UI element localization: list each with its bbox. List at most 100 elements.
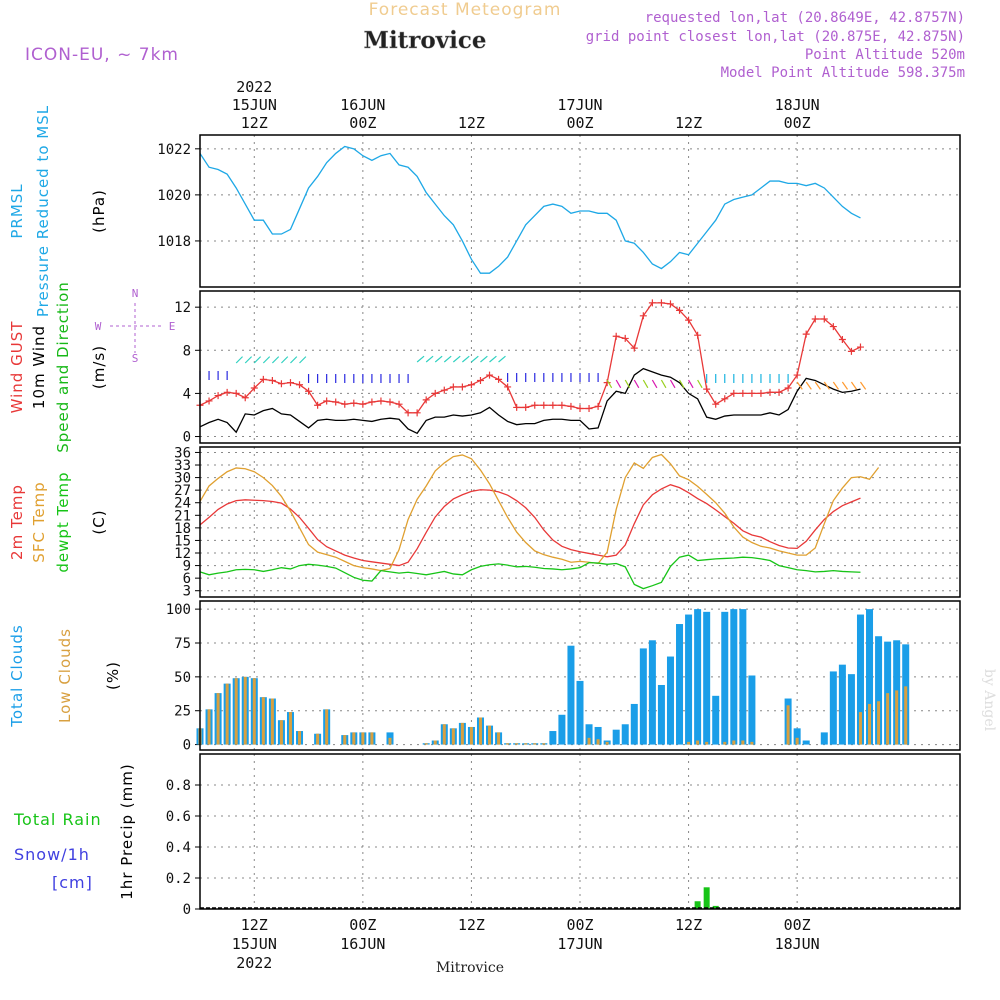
y-tick-label: 33 <box>174 458 191 474</box>
temperature-series-sfc-temp <box>199 453 880 572</box>
requested-coords: requested lon,lat (20.8649E, 42.8757N) <box>645 10 965 26</box>
wind-arrow <box>262 356 271 364</box>
y-tick-label: 0.4 <box>166 840 191 856</box>
gust-marker <box>712 400 720 408</box>
forecast-label: Forecast Meteogram <box>369 0 562 20</box>
low-cloud-bar <box>261 697 265 745</box>
low-cloud-bar <box>316 733 320 745</box>
x-tick-bottom-label: 2022 <box>236 954 272 972</box>
low-cloud-bar <box>497 732 501 745</box>
low-cloud-bar <box>506 743 510 745</box>
x-tick-top-label: 00Z <box>784 114 811 132</box>
gust-marker <box>838 336 846 344</box>
wind-arrow <box>235 356 243 364</box>
x-tick-top-label: 00Z <box>566 114 593 132</box>
low-cloud-bar <box>325 709 329 745</box>
gust-marker <box>422 396 430 404</box>
total-cloud-bar <box>802 740 810 745</box>
low-cloud-bar <box>732 740 736 745</box>
total-cloud-bar <box>657 684 665 745</box>
low-cloud-bar <box>877 701 881 745</box>
gust-marker <box>630 344 638 352</box>
total-cloud-bar <box>585 724 593 745</box>
y-tick-label: 15 <box>174 533 191 549</box>
y-axis-label: 2m Temp <box>8 484 26 560</box>
temperature-series-dewpt-temp <box>199 554 861 590</box>
wind-arrow <box>697 379 703 389</box>
total-cloud-bar <box>875 636 883 745</box>
gust-marker <box>847 347 855 355</box>
low-cloud-bar <box>515 743 519 745</box>
gust-marker <box>802 330 810 338</box>
low-cloud-bar <box>234 678 238 745</box>
total-cloud-bar <box>866 609 874 745</box>
wind-arrow <box>642 379 649 389</box>
low-cloud-bar <box>352 732 356 745</box>
y-tick-label: 8 <box>183 343 191 359</box>
y-tick-label: 6 <box>183 571 191 587</box>
low-cloud-bar <box>451 728 455 745</box>
point-altitude: Point Altitude 520m <box>805 47 965 63</box>
wind-arrow <box>452 355 461 363</box>
wind-arrow <box>850 381 858 390</box>
y-axis-label: (C) <box>90 509 108 534</box>
wind-arrow <box>290 356 298 364</box>
precip-side-label: [cm] <box>52 873 93 892</box>
low-cloud-bar <box>596 739 600 745</box>
y-tick-label: 25 <box>174 704 191 720</box>
compass-n: N <box>132 287 139 300</box>
wind-arrow <box>271 356 280 364</box>
gust-marker <box>476 376 484 384</box>
total-cloud-bar <box>703 611 711 745</box>
low-cloud-bar <box>605 741 609 745</box>
low-cloud-bar <box>904 686 908 745</box>
gust-marker <box>775 388 783 396</box>
low-cloud-bar <box>741 740 745 745</box>
low-cloud-bar <box>469 726 473 745</box>
low-cloud-bar <box>370 732 374 745</box>
rain-bar <box>703 887 710 909</box>
low-cloud-bar <box>424 743 428 745</box>
x-tick-bottom-label: 12Z <box>241 916 268 934</box>
total-cloud-bar <box>630 703 638 745</box>
gust-marker <box>504 383 512 391</box>
gust-marker <box>277 380 285 388</box>
low-cloud-bar <box>279 720 283 745</box>
wind-arrow <box>281 356 289 364</box>
y-tick-label: 27 <box>174 483 191 499</box>
gust-marker <box>250 384 258 392</box>
wind-arrow <box>832 381 839 390</box>
low-cloud-bar <box>542 743 546 745</box>
gust-marker <box>829 323 837 331</box>
low-cloud-bar <box>868 703 872 745</box>
gust-marker <box>513 403 521 411</box>
y-tick-label: 30 <box>174 471 191 487</box>
low-cloud-bar <box>225 683 229 745</box>
gust-marker <box>268 376 276 384</box>
x-tick-top-label: 12Z <box>458 114 485 132</box>
y-tick-label: 0.2 <box>166 871 191 887</box>
y-axis-label: PRMSL <box>8 183 26 238</box>
low-cloud-bar <box>750 741 754 745</box>
gust-marker <box>793 371 801 379</box>
y-tick-label: 24 <box>174 496 191 512</box>
low-cloud-bar <box>361 732 365 745</box>
gust-marker <box>431 389 439 397</box>
panel-frame-clouds <box>199 600 961 751</box>
wind-arrow <box>823 381 830 390</box>
total-cloud-bar <box>612 729 620 745</box>
gust-marker <box>820 315 828 323</box>
gust-marker <box>676 306 684 314</box>
x-tick-bottom-label: 00Z <box>349 916 376 934</box>
gust-marker <box>350 399 358 407</box>
wind-arrow <box>841 381 849 390</box>
rain-bar <box>712 905 719 909</box>
y-tick-label: 0 <box>183 430 191 446</box>
temperature-series-2m-temp <box>199 484 861 567</box>
gust-marker <box>567 402 575 410</box>
low-cloud-bar <box>587 737 591 745</box>
low-cloud-bar <box>886 693 890 745</box>
total-cloud-bar <box>694 609 702 745</box>
gust-marker <box>856 343 864 351</box>
